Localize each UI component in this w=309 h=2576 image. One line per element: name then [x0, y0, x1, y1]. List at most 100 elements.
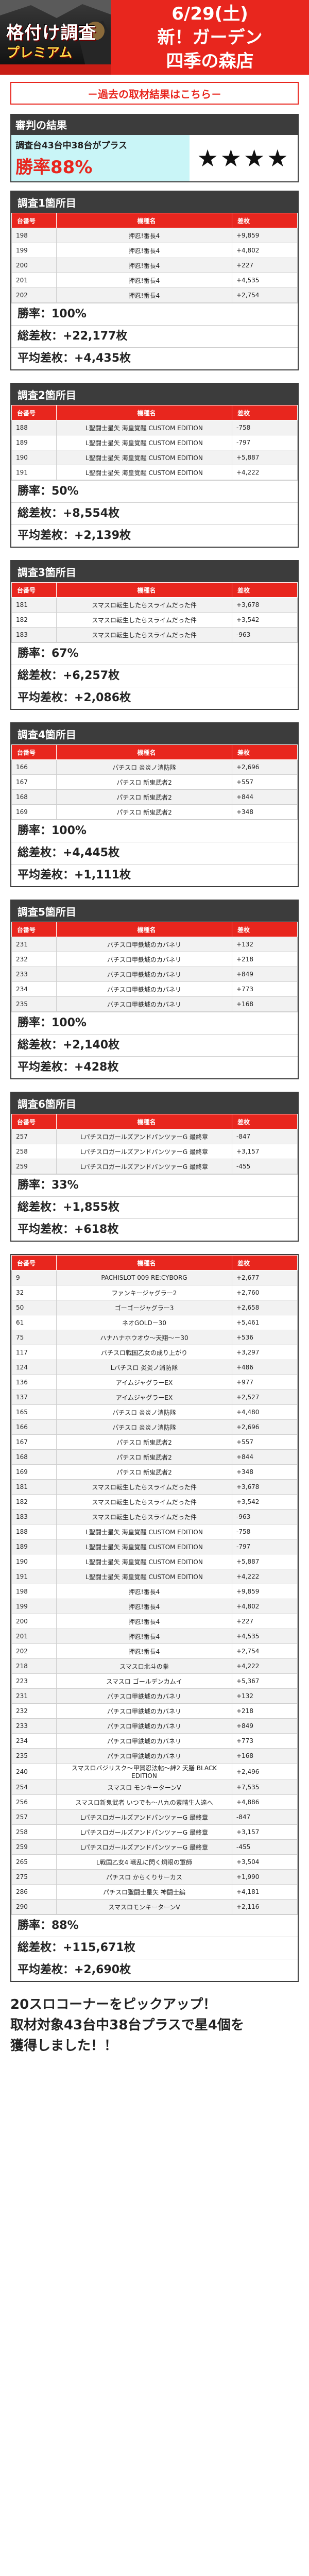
difference-cell: +4,802 [232, 1599, 298, 1614]
machine-number-cell: 188 [11, 1524, 57, 1539]
past-results-link[interactable]: －過去の取材結果はこちら－ [10, 82, 299, 105]
column-header-diff: 差枚 [232, 922, 298, 937]
machine-name-cell: アイムジャグラーEX [56, 1389, 232, 1405]
difference-cell: +2,677 [232, 1270, 298, 1285]
difference-cell: +4,535 [232, 273, 298, 288]
column-header-name: 機種名 [56, 405, 232, 420]
difference-cell: -963 [232, 1509, 298, 1524]
difference-cell: +9,859 [232, 228, 298, 243]
table-row: 182 スマスロ転生したらスライムだった件 +3,542 [11, 612, 298, 628]
machine-number-cell: 181 [11, 1479, 57, 1495]
table-row: 290 スマスロモンキーターンV +2,116 [11, 1899, 298, 1914]
machine-number-cell: 254 [11, 1780, 57, 1795]
survey-title: 調査3箇所目 [11, 561, 298, 582]
table-row: 190 L聖闘士星矢 海皇覚醒 CUSTOM EDITION +5,887 [11, 450, 298, 465]
machine-name-cell: パチスロ 新鬼武者2 [56, 774, 232, 790]
page: 格付け調査 プレミアム 6/29(土) 新！ガーデン 四季の森店 －過去の取材結… [0, 0, 309, 2054]
machine-name-cell: パチスロ 炎炎ノ消防隊 [56, 1404, 232, 1420]
difference-cell: +2,658 [232, 1300, 298, 1315]
machine-number-cell: 190 [11, 450, 57, 465]
machine-number-cell: 169 [11, 804, 57, 820]
header-info: 6/29(土) 新！ガーデン 四季の森店 [111, 0, 309, 75]
judgement-summary: 調査台43台中38台がプラス 勝率88% [11, 135, 190, 181]
difference-cell: +849 [232, 967, 298, 982]
column-header-diff: 差枚 [232, 1255, 298, 1270]
difference-cell: -758 [232, 1524, 298, 1539]
table-row: 198 押忍!番長4 +9,859 [11, 228, 298, 243]
difference-cell: +348 [232, 804, 298, 820]
difference-cell: +3,678 [232, 1479, 298, 1495]
machine-number-cell: 200 [11, 258, 57, 273]
column-header-name: 機種名 [56, 1114, 232, 1129]
machine-number-cell: 275 [11, 1869, 57, 1885]
table-row: 257 LパチスロガールズアンドパンツァーG 最終章 -847 [11, 1129, 298, 1144]
judgement-body: 調査台43台中38台がプラス 勝率88% ★★★★ [10, 135, 299, 182]
difference-cell: +557 [232, 1434, 298, 1450]
store-name-line1: 新！ガーデン [157, 27, 263, 48]
table-row: 9 PACHISLOT 009 RE:CYBORG +2,677 [11, 1270, 298, 1285]
difference-cell: +536 [232, 1330, 298, 1345]
table-row: 286 パチスロ聖闘士星矢 神闘士編 +4,181 [11, 1884, 298, 1900]
table-row: 231 パチスロ甲鉄城のカバネリ +132 [11, 1688, 298, 1704]
machine-name-cell: パチスロ 炎炎ノ消防隊 [56, 759, 232, 775]
average-difference: 平均差枚：+618枚 [11, 1218, 298, 1241]
machine-name-cell: スマスロ ゴールデンカムイ [56, 1673, 232, 1689]
machine-number-cell: 182 [11, 1494, 57, 1510]
machine-number-cell: 189 [11, 1539, 57, 1554]
machine-name-cell: スマスロ北斗の拳 [56, 1658, 232, 1674]
machine-name-cell: パチスロ 新鬼武者2 [56, 789, 232, 805]
machine-number-cell: 232 [11, 1703, 57, 1719]
machine-number-cell: 231 [11, 1688, 57, 1704]
footer-line3: 獲得しました！！ [10, 2038, 118, 2054]
machine-number-cell: 136 [11, 1375, 57, 1390]
machine-name-cell: L聖闘士星矢 海皇覚醒 CUSTOM EDITION [56, 1569, 232, 1584]
machine-name-cell: L聖闘士星矢 海皇覚醒 CUSTOM EDITION [56, 465, 232, 480]
difference-cell: +977 [232, 1375, 298, 1390]
total-difference: 総差枚：+2,140枚 [11, 1034, 298, 1056]
table-row: 188 L聖闘士星矢 海皇覚醒 CUSTOM EDITION -758 [11, 1524, 298, 1539]
machine-number-cell: 259 [11, 1159, 57, 1174]
table-row: 232 パチスロ甲鉄城のカバネリ +218 [11, 1703, 298, 1719]
machine-name-cell: L聖闘士星矢 海皇覚醒 CUSTOM EDITION [56, 420, 232, 435]
machine-number-cell: 257 [11, 1809, 57, 1825]
survey-table: 台番号 機種名 差枚 231 パチスロ甲鉄城のカバネリ +132 232 パチスロ甲鉄城のカバ… [11, 922, 298, 1012]
difference-cell: +844 [232, 1449, 298, 1465]
column-header-name: 機種名 [56, 582, 232, 598]
survey-title: 調査1箇所目 [11, 192, 298, 213]
win-rate: 勝率：50% [11, 480, 298, 502]
table-row: 223 スマスロ ゴールデンカムイ +5,367 [11, 1673, 298, 1689]
average-difference: 平均差枚：+428枚 [11, 1056, 298, 1078]
table-row: 232 パチスロ甲鉄城のカバネリ +218 [11, 952, 298, 967]
difference-cell: +4,222 [232, 1569, 298, 1584]
machine-name-cell: スマスロ転生したらスライムだった件 [56, 1494, 232, 1510]
column-header-no: 台番号 [11, 744, 57, 760]
store-name-line2: 四季の森店 [166, 50, 254, 72]
footer-line1: 20スロコーナーをピックアップ！ [10, 1997, 217, 2012]
judgement-condition: 調査台43台中38台がプラス [15, 141, 127, 151]
machine-number-cell: 166 [11, 1419, 57, 1435]
machine-number-cell: 9 [11, 1270, 57, 1285]
star-rating: ★★★★ [197, 144, 290, 172]
table-row: 183 スマスロ転生したらスライムだった件 -963 [11, 1509, 298, 1524]
table-row: 189 L聖闘士星矢 海皇覚醒 CUSTOM EDITION -797 [11, 435, 298, 450]
machine-number-cell: 218 [11, 1658, 57, 1674]
table-row: 231 パチスロ甲鉄城のカバネリ +132 [11, 937, 298, 952]
difference-cell: +2,760 [232, 1285, 298, 1300]
machine-number-cell: 257 [11, 1129, 57, 1144]
machine-name-cell: 押忍!番長4 [56, 228, 232, 243]
average-difference: 平均差枚：+2,086枚 [11, 687, 298, 709]
judgement-title: 審判の結果 [10, 114, 299, 135]
difference-cell: +2,696 [232, 759, 298, 775]
table-row: 168 パチスロ 新鬼武者2 +844 [11, 789, 298, 805]
machine-name-cell: パチスロ 新鬼武者2 [56, 1464, 232, 1480]
machine-name-cell: スマスロ転生したらスライムだった件 [56, 612, 232, 628]
table-row: 201 押忍!番長4 +4,535 [11, 1629, 298, 1644]
table-row: 191 L聖闘士星矢 海皇覚醒 CUSTOM EDITION +4,222 [11, 1569, 298, 1584]
difference-cell: +2,496 [232, 1763, 298, 1780]
table-row: 32 ファンキージャグラー2 +2,760 [11, 1285, 298, 1300]
difference-cell: +3,504 [232, 1854, 298, 1870]
machine-name-cell: LパチスロガールズアンドパンツァーG 最終章 [56, 1824, 232, 1840]
table-row: 168 パチスロ 新鬼武者2 +844 [11, 1449, 298, 1465]
survey-block: 調査6箇所目 台番号 機種名 差枚 257 LパチスロガールズアンドパンツァーG 最終章 -… [10, 1092, 299, 1242]
difference-cell: +132 [232, 1688, 298, 1704]
